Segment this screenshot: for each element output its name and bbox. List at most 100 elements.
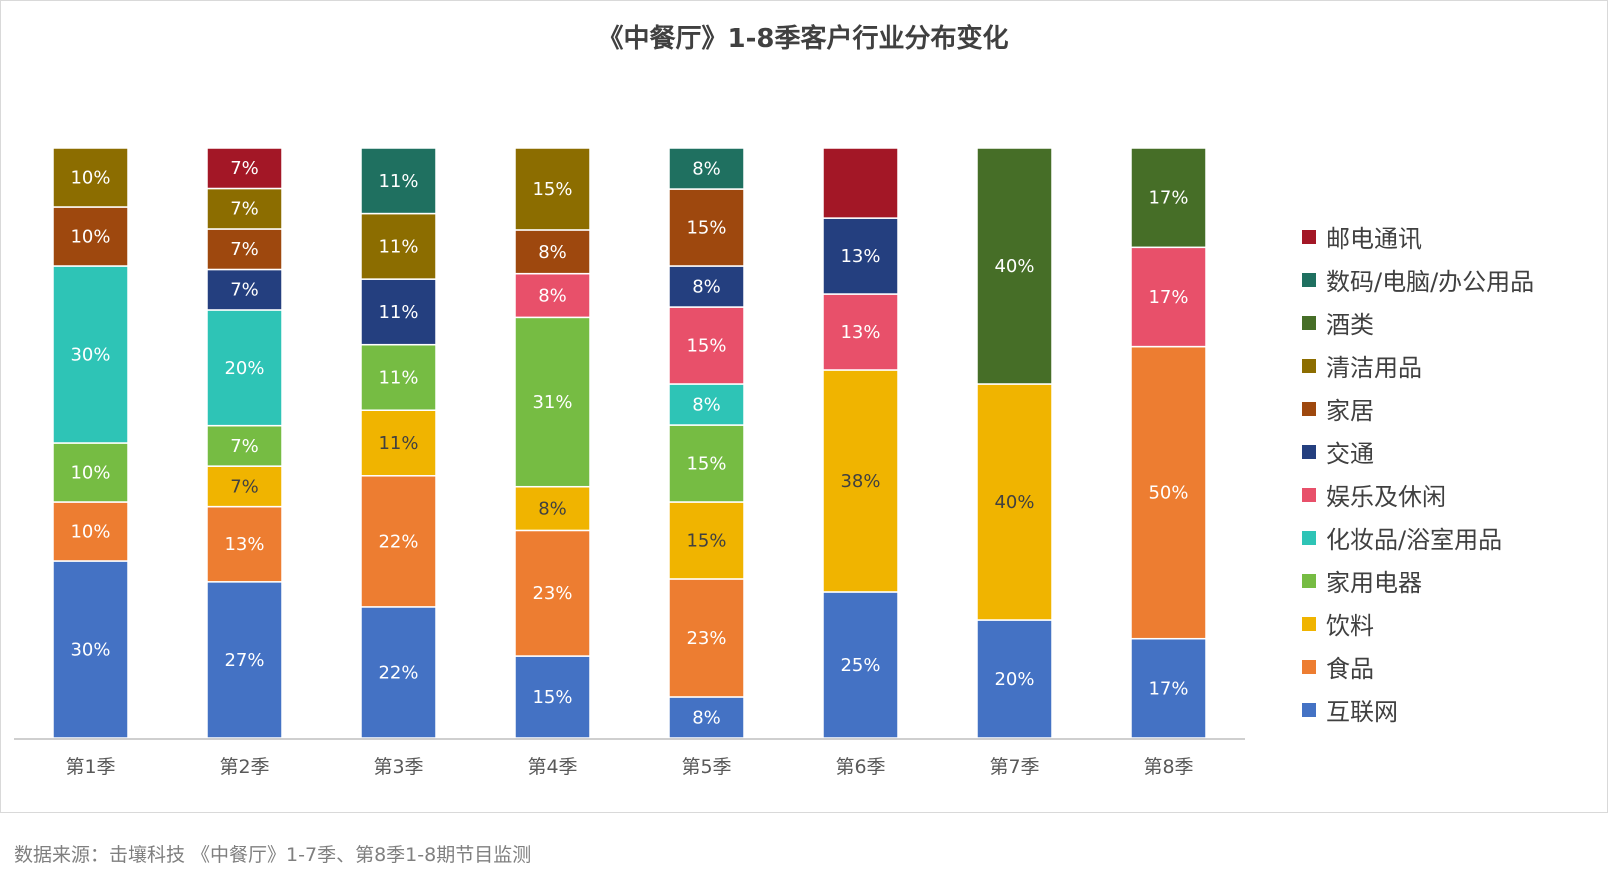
legend-label: 数码/电脑/办公用品	[1326, 268, 1535, 296]
category-label: 第4季	[527, 756, 577, 778]
data-label: 23%	[686, 628, 726, 649]
data-label: 8%	[692, 277, 721, 298]
bar-segment	[206, 424, 283, 467]
bar-segment	[206, 505, 283, 583]
data-label: 10%	[70, 168, 110, 189]
legend-swatch	[1302, 401, 1316, 416]
legend-label: 饮料	[1326, 612, 1374, 640]
data-label: 10%	[70, 463, 110, 484]
category-label: 第6季	[835, 756, 885, 778]
data-label: 13%	[840, 246, 880, 267]
data-label: 17%	[1148, 188, 1188, 209]
bar-segment	[514, 655, 591, 739]
data-label: 8%	[692, 395, 721, 416]
chart-legend: 邮电通讯数码/电脑/办公用品 酒类清洁用品家居交通娱乐及休闲化妆品/浴室用品家用电…	[1302, 215, 1534, 731]
data-label: 8%	[692, 707, 721, 728]
legend-swatch	[1302, 315, 1316, 330]
data-label: 23%	[532, 583, 572, 604]
legend-label: 娱乐及休闲	[1326, 483, 1446, 511]
bar-segment	[206, 147, 283, 190]
legend-item: 食品	[1302, 645, 1534, 688]
category-label: 第5季	[681, 756, 731, 778]
legend-swatch	[1302, 229, 1316, 244]
data-label: 10%	[70, 227, 110, 248]
legend-label: 家居	[1326, 397, 1374, 425]
chart-title: 《中餐厅》1-8季客户行业分布变化	[597, 24, 1009, 54]
bar-segment	[514, 229, 591, 275]
bar-segment	[668, 265, 745, 308]
data-label: 20%	[224, 358, 264, 379]
bar-segment	[206, 268, 283, 311]
data-label: 15%	[686, 454, 726, 475]
legend-item: 化妆品/浴室用品	[1302, 516, 1534, 559]
legend-label: 邮电通讯	[1326, 225, 1422, 253]
bar-segment	[52, 147, 129, 208]
data-label: 7%	[230, 476, 259, 497]
data-label: 38%	[840, 471, 880, 492]
bar-segment	[360, 409, 437, 477]
bar-segment	[668, 424, 745, 503]
bar-segment	[668, 383, 745, 426]
bar-segment	[1130, 637, 1207, 739]
data-label: 30%	[70, 640, 110, 661]
data-label: 7%	[230, 158, 259, 179]
legend-item: 娱乐及休闲	[1302, 473, 1534, 516]
data-label: 7%	[230, 199, 259, 220]
bar-segment	[822, 293, 899, 371]
data-label: 11%	[378, 302, 418, 323]
legend-swatch	[1302, 272, 1316, 287]
legend-item: 家用电器	[1302, 559, 1534, 602]
bar-segment	[514, 272, 591, 319]
legend-item: 邮电通讯	[1302, 215, 1534, 258]
bar-segment	[822, 147, 899, 219]
bar-segment	[822, 217, 899, 295]
bar-segment	[360, 475, 437, 608]
data-label: 50%	[1148, 483, 1188, 504]
legend-swatch	[1302, 530, 1316, 545]
bar-segment	[514, 147, 591, 231]
data-label: 7%	[230, 280, 259, 301]
legend-label: 化妆品/浴室用品	[1326, 526, 1503, 554]
data-label: 13%	[224, 534, 264, 555]
legend-swatch	[1302, 358, 1316, 373]
legend-item: 家居	[1302, 387, 1534, 430]
data-label: 11%	[378, 433, 418, 454]
legend-swatch	[1302, 487, 1316, 502]
data-label: 11%	[378, 236, 418, 257]
data-label: 15%	[532, 687, 572, 708]
bar-segment	[52, 206, 129, 267]
data-label: 13%	[840, 322, 880, 343]
legend-swatch	[1302, 702, 1316, 717]
category-label: 第2季	[219, 756, 269, 778]
data-label: 7%	[230, 436, 259, 457]
legend-item: 互联网	[1302, 688, 1534, 731]
bar-segment	[976, 619, 1053, 739]
data-label: 15%	[686, 336, 726, 357]
legend-item: 交通	[1302, 430, 1534, 473]
bar-segment	[1130, 147, 1207, 249]
bar-segment	[360, 343, 437, 411]
legend-label: 酒类	[1326, 311, 1374, 339]
data-label: 8%	[538, 242, 567, 263]
data-label: 25%	[840, 655, 880, 676]
stacked-bar-chart: 30% 10% 10% 30% 10% 10% 第1季 27% 13% 7% 7% 20% 7% 7% 7%…	[14, 147, 1245, 778]
bar-segment	[360, 212, 437, 280]
bar-segment	[206, 581, 283, 739]
legend-label: 交通	[1326, 440, 1374, 468]
category-label: 第7季	[989, 756, 1039, 778]
bar-segment	[52, 442, 129, 503]
legend-item: 数码/电脑/办公用品	[1302, 258, 1534, 301]
data-label: 10%	[70, 522, 110, 543]
data-label: 17%	[1148, 287, 1188, 308]
bar-segment	[206, 187, 283, 230]
data-label: 31%	[532, 392, 572, 413]
data-label: 17%	[1148, 678, 1188, 699]
bar-segment	[668, 578, 745, 698]
legend-label: 食品	[1326, 655, 1374, 683]
bar-segment	[668, 696, 745, 739]
legend-item: 酒类	[1302, 301, 1534, 344]
bar-segment	[360, 147, 437, 215]
bar-segment	[976, 147, 1053, 385]
data-label: 7%	[230, 239, 259, 260]
legend-item: 清洁用品	[1302, 344, 1534, 387]
